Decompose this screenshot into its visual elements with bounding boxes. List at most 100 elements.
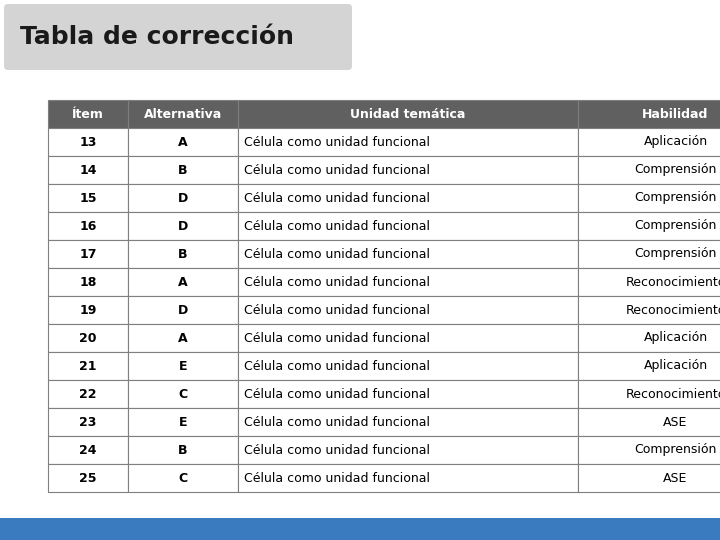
Text: Célula como unidad funcional: Célula como unidad funcional — [244, 332, 430, 345]
Text: 19: 19 — [79, 303, 96, 316]
Bar — [578, 156, 720, 184]
Bar — [578, 324, 720, 352]
Bar — [578, 296, 720, 324]
Bar — [238, 184, 578, 212]
Text: 24: 24 — [79, 443, 96, 456]
Bar — [238, 212, 578, 240]
Bar — [238, 240, 578, 268]
Bar — [48, 240, 128, 268]
Text: Habilidad: Habilidad — [642, 107, 708, 120]
Text: 13: 13 — [79, 136, 96, 148]
Bar — [48, 128, 128, 156]
FancyBboxPatch shape — [4, 4, 352, 70]
Bar — [48, 352, 128, 380]
Text: 16: 16 — [79, 219, 96, 233]
Text: Comprensión: Comprensión — [634, 247, 716, 260]
Bar — [128, 296, 238, 324]
Bar — [578, 464, 720, 492]
Text: A: A — [178, 275, 188, 288]
Text: Ítem: Ítem — [72, 107, 104, 120]
Bar — [578, 408, 720, 436]
Text: 20: 20 — [79, 332, 96, 345]
Text: E: E — [179, 360, 187, 373]
Bar — [128, 464, 238, 492]
Bar — [48, 212, 128, 240]
Bar — [48, 436, 128, 464]
Bar — [578, 436, 720, 464]
Bar — [128, 100, 238, 128]
Text: B: B — [179, 443, 188, 456]
Text: C: C — [179, 388, 188, 401]
Bar — [128, 324, 238, 352]
Text: Alternativa: Alternativa — [144, 107, 222, 120]
Text: Célula como unidad funcional: Célula como unidad funcional — [244, 360, 430, 373]
Bar — [128, 352, 238, 380]
Text: Aplicación: Aplicación — [644, 136, 708, 148]
Bar — [578, 100, 720, 128]
Text: 23: 23 — [79, 415, 96, 429]
Bar — [238, 100, 578, 128]
Text: Tabla de corrección: Tabla de corrección — [20, 25, 294, 49]
Text: Comprensión: Comprensión — [634, 192, 716, 205]
Text: Comprensión: Comprensión — [634, 219, 716, 233]
Bar — [128, 240, 238, 268]
Text: 22: 22 — [79, 388, 96, 401]
Text: 25: 25 — [79, 471, 96, 484]
Bar — [48, 464, 128, 492]
Bar — [128, 128, 238, 156]
Text: Célula como unidad funcional: Célula como unidad funcional — [244, 164, 430, 177]
Bar — [238, 436, 578, 464]
Bar — [0, 518, 720, 540]
Bar — [48, 156, 128, 184]
Text: ASE: ASE — [663, 471, 688, 484]
Text: 17: 17 — [79, 247, 96, 260]
Text: Célula como unidad funcional: Célula como unidad funcional — [244, 471, 430, 484]
Text: Unidad temática: Unidad temática — [351, 107, 466, 120]
Bar — [128, 212, 238, 240]
Text: Aplicación: Aplicación — [644, 332, 708, 345]
Text: 15: 15 — [79, 192, 96, 205]
Bar — [48, 408, 128, 436]
Bar — [128, 184, 238, 212]
Bar — [578, 380, 720, 408]
Bar — [238, 128, 578, 156]
Text: 18: 18 — [79, 275, 96, 288]
Text: Célula como unidad funcional: Célula como unidad funcional — [244, 415, 430, 429]
Text: Célula como unidad funcional: Célula como unidad funcional — [244, 192, 430, 205]
Text: Comprensión: Comprensión — [634, 164, 716, 177]
Bar — [578, 240, 720, 268]
Text: E: E — [179, 415, 187, 429]
Bar — [578, 352, 720, 380]
Bar — [48, 380, 128, 408]
Text: C: C — [179, 471, 188, 484]
Text: Reconocimiento: Reconocimiento — [625, 275, 720, 288]
Bar — [48, 296, 128, 324]
Text: Reconocimiento: Reconocimiento — [625, 388, 720, 401]
Bar — [238, 156, 578, 184]
Text: Célula como unidad funcional: Célula como unidad funcional — [244, 303, 430, 316]
Bar — [238, 296, 578, 324]
Bar — [238, 464, 578, 492]
Text: B: B — [179, 247, 188, 260]
Bar — [578, 184, 720, 212]
Text: A: A — [178, 136, 188, 148]
Bar — [128, 380, 238, 408]
Bar — [48, 100, 128, 128]
Bar — [578, 128, 720, 156]
Bar — [578, 212, 720, 240]
Text: Célula como unidad funcional: Célula como unidad funcional — [244, 136, 430, 148]
Text: 14: 14 — [79, 164, 96, 177]
Bar — [238, 352, 578, 380]
Text: Célula como unidad funcional: Célula como unidad funcional — [244, 443, 430, 456]
Text: Célula como unidad funcional: Célula como unidad funcional — [244, 219, 430, 233]
Text: Célula como unidad funcional: Célula como unidad funcional — [244, 247, 430, 260]
Text: Aplicación: Aplicación — [644, 360, 708, 373]
Text: D: D — [178, 303, 188, 316]
Text: D: D — [178, 219, 188, 233]
Bar — [238, 324, 578, 352]
Bar — [128, 408, 238, 436]
Bar — [48, 324, 128, 352]
Bar — [128, 436, 238, 464]
Text: Célula como unidad funcional: Célula como unidad funcional — [244, 388, 430, 401]
Text: D: D — [178, 192, 188, 205]
